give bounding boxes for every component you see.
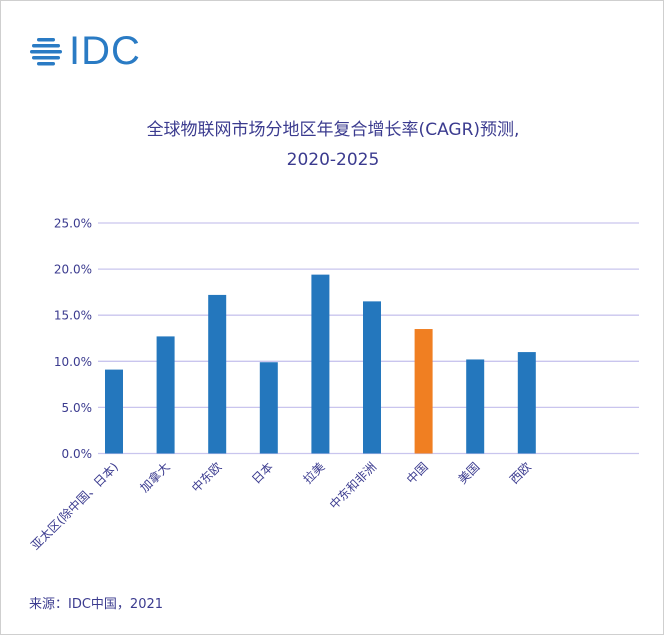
chart-title-line2: 2020-2025 bbox=[286, 150, 380, 170]
x-tick-label: 日本 bbox=[249, 460, 276, 487]
x-tick-label: 中东欧 bbox=[188, 459, 224, 495]
x-tick-label: 美国 bbox=[455, 460, 482, 487]
logo-text: IDC bbox=[69, 29, 141, 73]
x-tick-label: 中国 bbox=[403, 459, 431, 487]
bar-7 bbox=[466, 359, 485, 454]
bar-3 bbox=[259, 362, 278, 454]
bar-6 bbox=[414, 329, 433, 454]
y-tick-label: 20.0% bbox=[54, 263, 92, 277]
bar-5 bbox=[363, 301, 381, 454]
chart-title-line1: 全球物联网市场分地区年复合增长率(CAGR)预测, bbox=[146, 120, 520, 140]
bar-2 bbox=[208, 294, 227, 454]
y-tick-label: 10.0% bbox=[54, 355, 92, 369]
x-tick-label: 中东和非洲 bbox=[326, 459, 379, 512]
x-tick-label: 加拿大 bbox=[137, 459, 173, 495]
globe-icon bbox=[30, 37, 62, 65]
bar-0 bbox=[105, 369, 123, 454]
bar-8 bbox=[517, 352, 536, 454]
idc-logo: IDC bbox=[29, 29, 141, 74]
x-tick-label: 西欧 bbox=[507, 460, 534, 487]
chart-title: 全球物联网市场分地区年复合增长率(CAGR)预测, 2020-2025 bbox=[1, 115, 663, 175]
x-tick-label: 拉美 bbox=[300, 459, 328, 487]
y-tick-label: 0.0% bbox=[62, 447, 93, 461]
y-tick-label: 5.0% bbox=[62, 401, 93, 415]
bar-1 bbox=[156, 336, 175, 454]
bar-4 bbox=[311, 274, 330, 454]
x-tick-label: 亚太区(除中国、日本) bbox=[28, 459, 122, 553]
y-tick-label: 25.0% bbox=[54, 217, 92, 231]
y-tick-label: 15.0% bbox=[54, 309, 92, 323]
source-note: 来源：IDC中国，2021 bbox=[29, 597, 164, 612]
